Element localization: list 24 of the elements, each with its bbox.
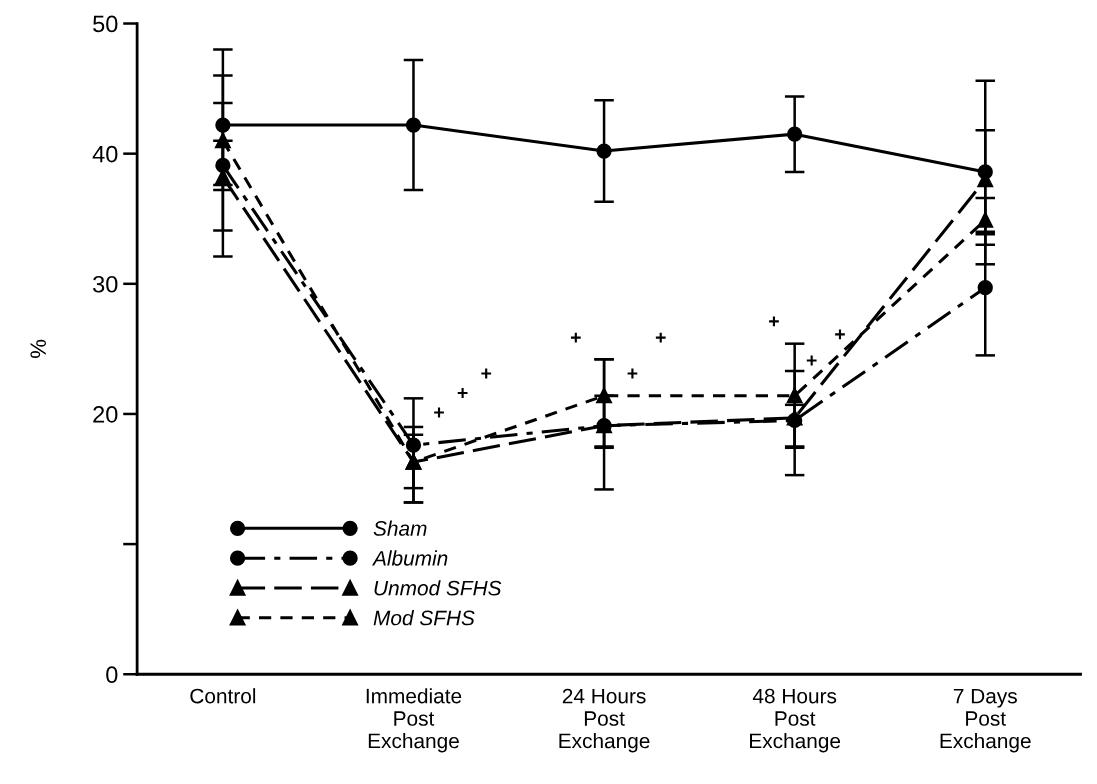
y-tick-label: 40: [92, 145, 118, 163]
x-tick-label: Immediate Post Exchange: [366, 688, 462, 753]
y-axis-title: %: [30, 339, 46, 358]
annotation: +: [434, 407, 444, 418]
y-tick-label: 30: [93, 275, 118, 293]
annotation: +: [481, 368, 492, 379]
y-tick-label: 50: [93, 15, 118, 33]
annotation: +: [457, 388, 468, 398]
legend-label: Unmod SFHS: [374, 580, 502, 596]
annotation: +: [627, 368, 638, 379]
x-tick-label: Control: [190, 688, 256, 704]
legend-label: Sham: [373, 520, 427, 536]
x-tick-label: 24 Hours Post Exchange: [559, 688, 650, 753]
annotation: +: [570, 332, 581, 343]
y-tick-label: 0: [106, 666, 118, 684]
annotation: +: [769, 316, 779, 327]
annotation: +: [806, 355, 817, 366]
x-tick-label: 7 Days Post Exchange: [940, 688, 1031, 753]
legend-label: Albumin: [371, 550, 448, 566]
annotation: +: [655, 332, 666, 343]
y-tick-label: 20: [93, 406, 118, 423]
legend-label: Mod SFHS: [373, 610, 475, 626]
annotation: +: [835, 329, 845, 340]
x-tick-label: 48 Hours Post Exchange: [750, 688, 841, 753]
